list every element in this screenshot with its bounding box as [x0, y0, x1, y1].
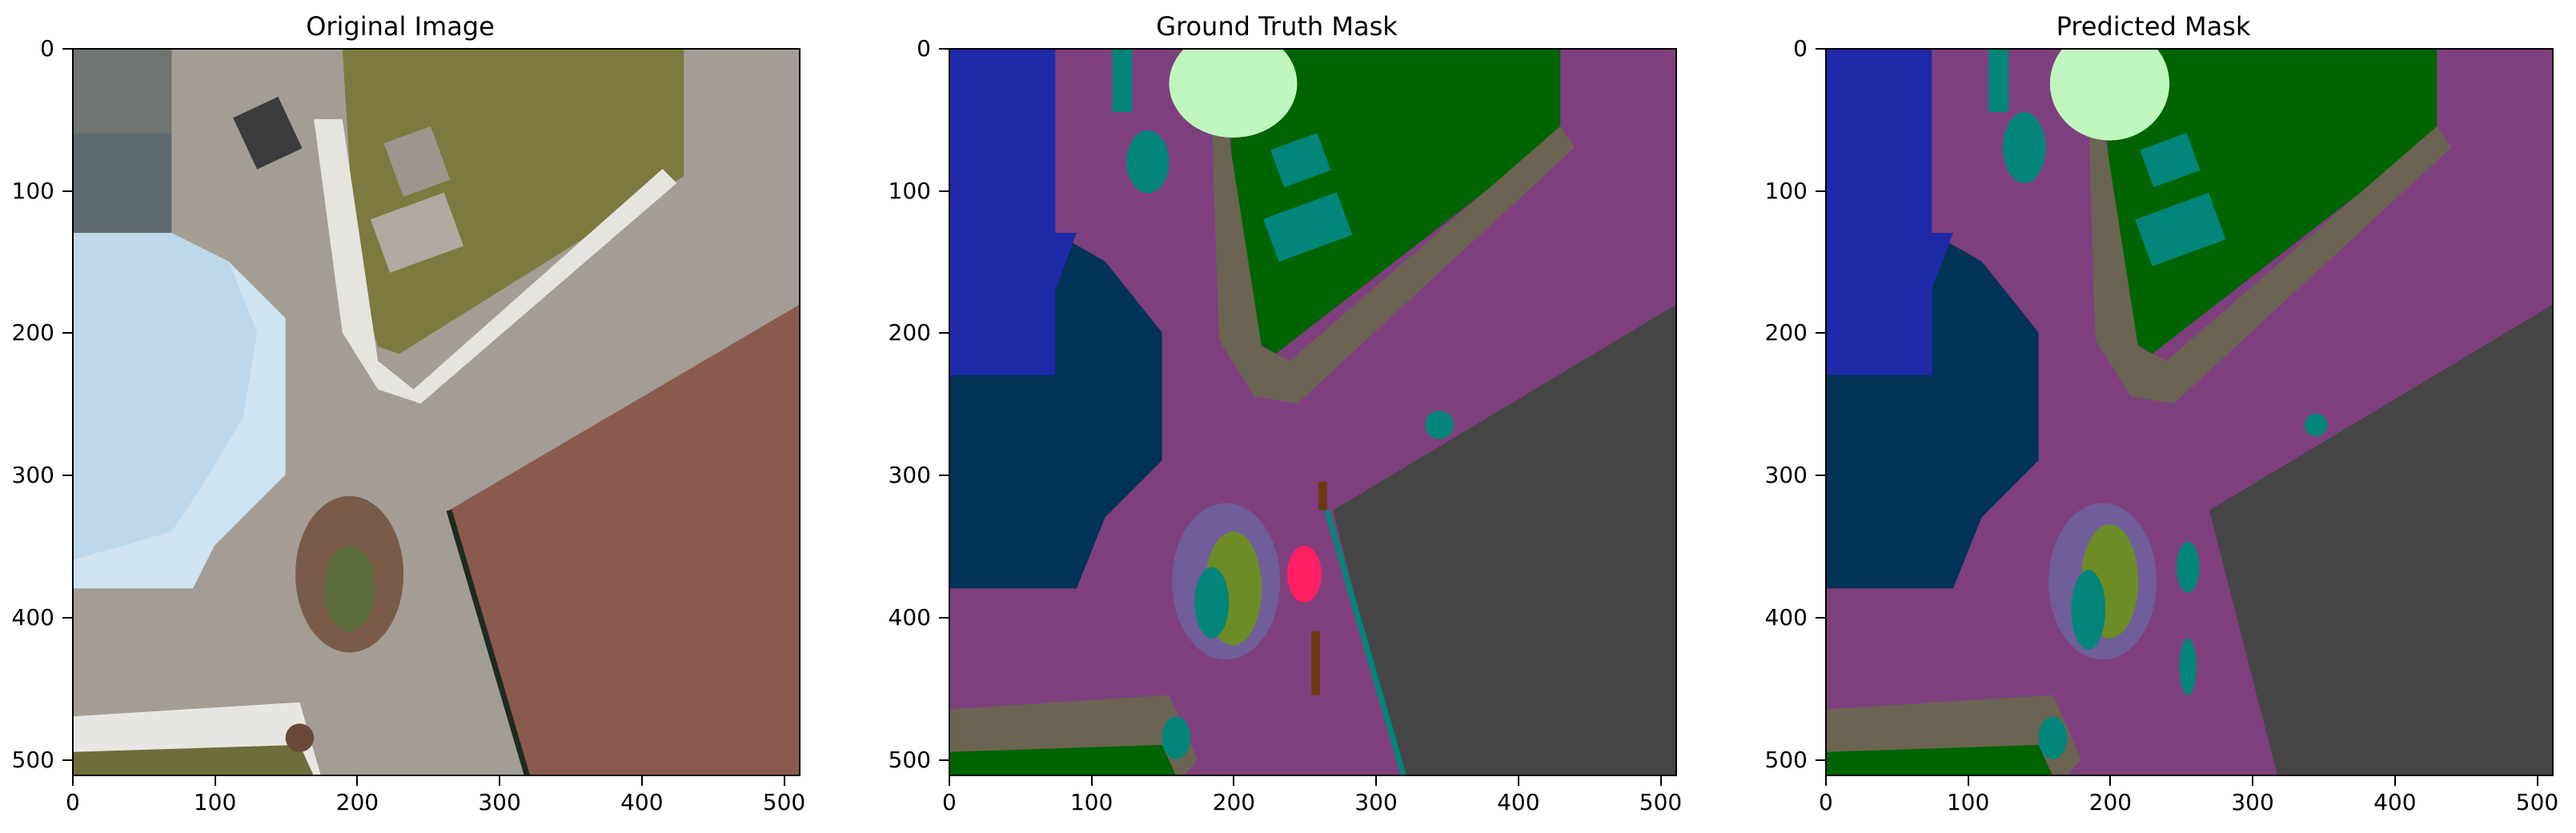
panel-title: Ground Truth Mask — [1156, 11, 1398, 42]
y-tick-label: 300 — [1764, 462, 1808, 489]
x-tick-label: 100 — [193, 789, 237, 815]
y-tick-label: 200 — [888, 319, 931, 346]
y-tick-label: 0 — [1793, 34, 1808, 62]
image-axes: 0 100 200 300 400 500 0 100 200 300 400 … — [12, 35, 806, 815]
x-tick-label: 100 — [1069, 789, 1113, 815]
x-tick-label: 400 — [620, 789, 664, 815]
x-tick-label: 0 — [1818, 789, 1833, 815]
y-tick-label: 200 — [1764, 319, 1808, 346]
y-tick-label: 500 — [11, 746, 54, 773]
x-tick-label: 500 — [1639, 789, 1683, 815]
original-aerial-photo — [72, 48, 800, 776]
y-tick-label: 100 — [888, 177, 931, 204]
ground-truth-segmentation-mask — [949, 48, 1677, 776]
panel-predicted-mask: Predicted Mask 0 100 20 — [1753, 0, 2559, 833]
y-tick-label: 400 — [1764, 603, 1808, 631]
y-tick-label: 300 — [11, 462, 54, 489]
image-axes: 0 100 200 300 400 500 0 100 200 300 400 … — [1765, 35, 2559, 815]
y-tick-label: 400 — [11, 603, 54, 631]
panel-title: Predicted Mask — [2056, 11, 2251, 42]
x-tick-label: 200 — [1212, 789, 1256, 815]
x-tick-label: 0 — [941, 789, 957, 815]
y-tick-label: 100 — [11, 177, 54, 204]
x-tick-label: 300 — [2231, 789, 2274, 815]
x-tick-label: 200 — [335, 789, 379, 815]
y-tick-label: 100 — [1764, 177, 1808, 204]
x-tick-label: 500 — [762, 789, 806, 815]
y-tick-label: 400 — [888, 603, 931, 631]
predicted-segmentation-mask — [1825, 48, 2554, 776]
x-tick-label: 0 — [65, 789, 80, 815]
x-tick-label: 300 — [1354, 789, 1398, 815]
panel-original-image: Original Image 0 100 200 300 400 500 — [0, 0, 806, 833]
y-tick-label: 300 — [888, 462, 931, 489]
image-axes: 0 100 200 300 400 500 0 100 200 300 400 … — [889, 35, 1683, 815]
y-tick-label: 500 — [1764, 746, 1808, 773]
panel-ground-truth-mask: Ground Truth Mask — [877, 0, 1683, 833]
x-tick-label: 300 — [478, 789, 521, 815]
y-tick-label: 500 — [888, 746, 931, 773]
panel-title: Original Image — [306, 11, 495, 42]
x-tick-label: 400 — [1497, 789, 1540, 815]
x-tick-label: 100 — [1946, 789, 1990, 815]
x-tick-label: 500 — [2515, 789, 2559, 815]
y-tick-label: 0 — [917, 34, 931, 62]
y-tick-label: 0 — [40, 34, 54, 62]
y-tick-label: 200 — [11, 319, 54, 346]
x-tick-label: 200 — [2088, 789, 2133, 815]
x-tick-label: 400 — [2373, 789, 2417, 815]
